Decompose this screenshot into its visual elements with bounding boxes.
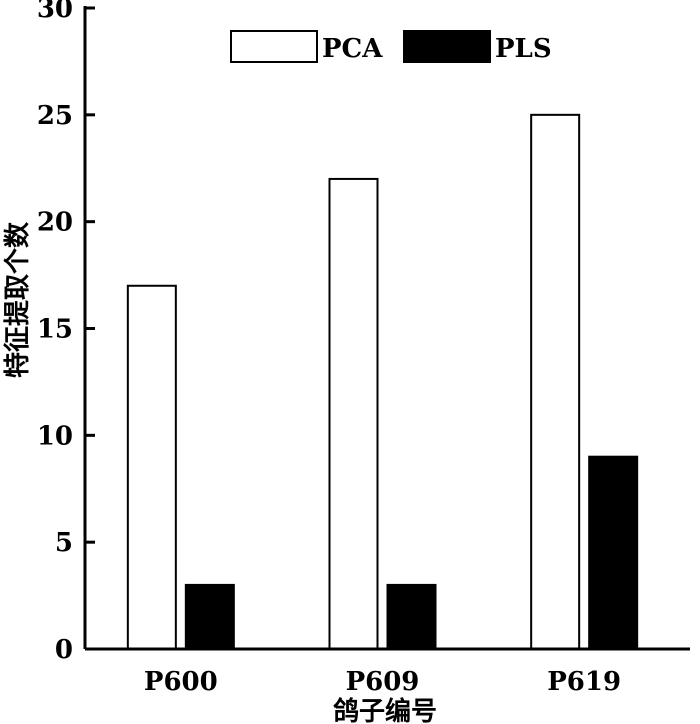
legend-swatch-pls xyxy=(403,30,491,63)
y-axis-title: 特征提取个数 xyxy=(2,221,33,378)
bar-pls-p619 xyxy=(588,455,639,651)
legend-swatch-pca xyxy=(230,30,318,63)
y-ticks: 0 5 10 15 20 25 30 xyxy=(37,0,95,665)
bar-pca-p609 xyxy=(328,177,379,651)
bar-pca-p619 xyxy=(530,113,581,651)
x-tick-label: P609 xyxy=(346,667,420,697)
y-tick-label: 5 xyxy=(55,528,73,558)
legend-label-pca: PCA xyxy=(322,34,383,64)
y-tick-label: 0 xyxy=(55,635,73,665)
x-tick-label: P600 xyxy=(144,667,218,697)
x-axis-title: 鸽子编号 xyxy=(333,696,437,724)
y-tick-label: 25 xyxy=(37,101,73,131)
y-tick-label: 20 xyxy=(37,208,73,238)
legend-label-pls: PLS xyxy=(495,34,552,64)
bars xyxy=(126,113,639,651)
y-tick-label: 30 xyxy=(37,0,73,24)
x-tick-labels: P600 P609 P619 xyxy=(144,667,621,697)
bar-pls-p600 xyxy=(184,583,235,651)
y-tick-label: 15 xyxy=(37,315,73,345)
y-tick-label: 10 xyxy=(37,421,73,451)
bar-pls-p609 xyxy=(386,583,437,651)
bar-pca-p600 xyxy=(126,284,177,650)
x-tick-label: P619 xyxy=(547,667,621,697)
legend: PCA PLS xyxy=(230,30,552,64)
